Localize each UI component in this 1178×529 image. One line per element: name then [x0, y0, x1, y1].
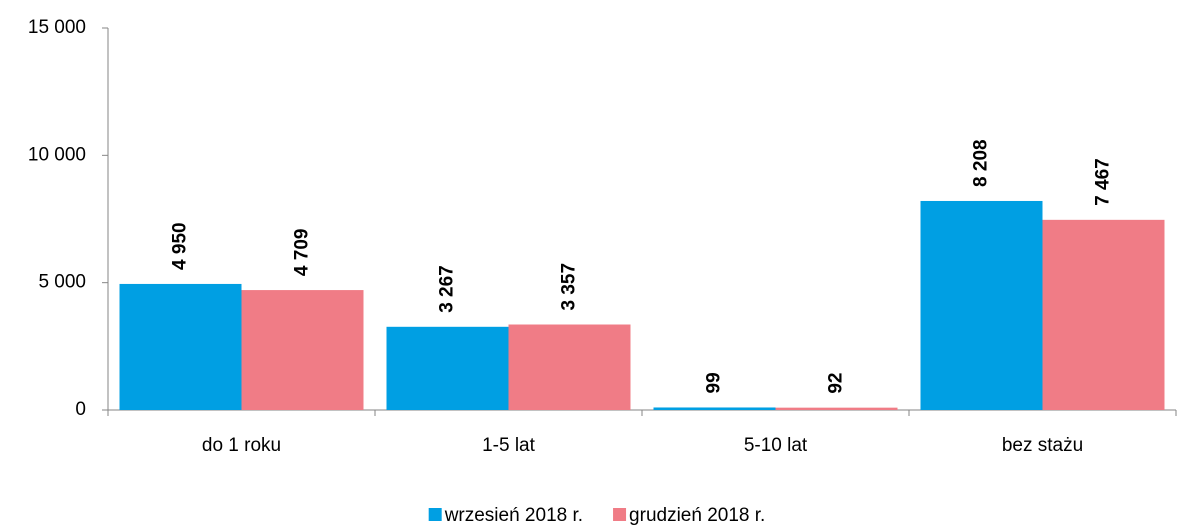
- legend: wrzesień 2018 r. grudzień 2018 r.: [428, 505, 765, 526]
- legend-label: grudzień 2018 r.: [629, 505, 765, 526]
- x-tick-label: 5-10 lat: [744, 435, 808, 456]
- x-tick-label: do 1 roku: [202, 435, 281, 456]
- value-label: 92: [826, 373, 847, 394]
- x-tick-label: bez stażu: [1002, 435, 1083, 456]
- value-label: 3 357: [559, 263, 580, 311]
- bar: [508, 324, 631, 410]
- value-label: 4 709: [292, 229, 313, 277]
- legend-swatch: [428, 508, 442, 521]
- value-label: 7 467: [1093, 158, 1114, 206]
- value-label: 4 950: [170, 222, 191, 270]
- y-tick-label: 5 000: [38, 272, 86, 293]
- legend-swatch: [613, 508, 627, 521]
- legend-label: wrzesień 2018 r.: [444, 505, 583, 526]
- bar: [775, 407, 898, 410]
- bar: [920, 200, 1043, 410]
- value-label: 3 267: [437, 265, 458, 313]
- value-label: 99: [704, 372, 725, 393]
- value-label: 8 208: [971, 139, 992, 187]
- bar: [653, 407, 776, 410]
- bar: [241, 290, 364, 410]
- y-tick-label: 10 000: [28, 144, 86, 165]
- bar: [119, 283, 242, 410]
- y-tick-label: 15 000: [28, 17, 86, 38]
- bar: [386, 326, 509, 410]
- x-tick-label: 1-5 lat: [482, 435, 536, 456]
- bar: [1042, 219, 1165, 410]
- y-tick-label: 0: [75, 399, 86, 420]
